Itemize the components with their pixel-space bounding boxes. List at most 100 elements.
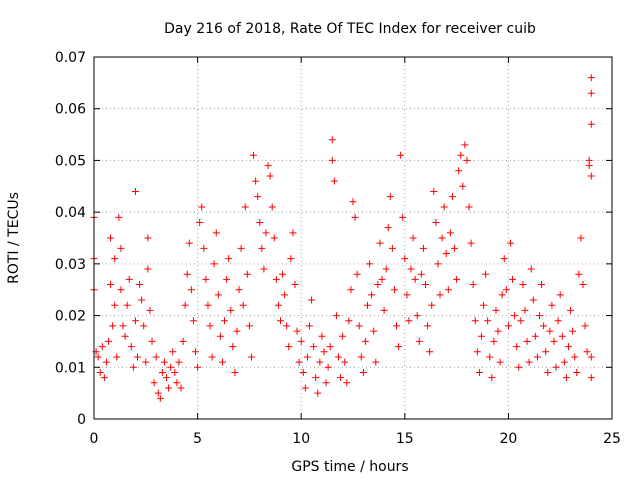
data-point (567, 306, 575, 314)
data-point (241, 203, 249, 211)
data-point (177, 384, 185, 392)
data-point (579, 281, 587, 289)
data-point (492, 306, 500, 314)
data-point (587, 374, 595, 382)
data-point (446, 229, 454, 237)
x-tick-label: 15 (396, 431, 414, 447)
data-point (245, 322, 253, 330)
data-point (451, 244, 459, 252)
data-point (525, 358, 533, 366)
data-point (444, 286, 452, 294)
data-point (361, 337, 369, 345)
data-point (531, 332, 539, 340)
data-point (558, 332, 566, 340)
data-point (374, 281, 382, 289)
data-point (320, 348, 328, 356)
x-tick-label: 20 (499, 431, 517, 447)
data-point (283, 322, 291, 330)
data-point (301, 384, 309, 392)
data-point (411, 275, 419, 283)
grid-lines (94, 57, 612, 419)
data-point (368, 291, 376, 299)
chart-title: Day 216 of 2018, Rate Of TEC Index for r… (164, 21, 536, 37)
data-point (577, 234, 585, 242)
data-point (504, 322, 512, 330)
y-tick-label: 0.02 (55, 309, 86, 325)
data-point (163, 374, 171, 382)
data-point (370, 327, 378, 335)
data-point (386, 193, 394, 201)
data-point (169, 348, 177, 356)
data-point (434, 260, 442, 268)
data-point (134, 353, 142, 361)
x-tick-label: 5 (193, 431, 202, 447)
data-point (173, 379, 181, 387)
data-point (192, 348, 200, 356)
data-point (235, 286, 243, 294)
data-point (548, 301, 556, 309)
data-point (229, 343, 237, 351)
data-point (96, 368, 104, 376)
y-tick-label: 0.07 (55, 50, 86, 66)
data-point (111, 301, 119, 309)
data-point (214, 291, 222, 299)
data-point (419, 244, 427, 252)
data-point (440, 203, 448, 211)
data-point (297, 337, 305, 345)
data-point (117, 286, 125, 294)
data-point (407, 265, 415, 273)
data-point (274, 301, 282, 309)
data-point (538, 281, 546, 289)
x-tick-label: 0 (90, 431, 99, 447)
data-point (457, 151, 465, 159)
data-point (254, 193, 262, 201)
data-point (523, 337, 531, 345)
data-point (341, 358, 349, 366)
data-point (448, 193, 456, 201)
data-point (345, 317, 353, 325)
data-point (562, 374, 570, 382)
data-point (573, 368, 581, 376)
data-point (376, 239, 384, 247)
data-point (509, 275, 517, 283)
data-point (285, 343, 293, 351)
data-point (125, 275, 133, 283)
data-point (477, 332, 485, 340)
data-point (316, 358, 324, 366)
data-point (225, 255, 233, 263)
data-point (187, 286, 195, 294)
data-point (330, 177, 338, 185)
data-point (384, 224, 392, 232)
data-point (393, 322, 401, 330)
data-point (463, 156, 471, 164)
data-point (264, 162, 272, 170)
data-point (115, 213, 123, 221)
data-point (405, 317, 413, 325)
data-point (111, 255, 119, 263)
data-point (546, 327, 554, 335)
data-point (131, 317, 139, 325)
data-point (409, 234, 417, 242)
data-point (417, 270, 425, 278)
data-point (181, 301, 189, 309)
data-point (581, 322, 589, 330)
data-points (90, 74, 595, 402)
data-point (455, 167, 463, 175)
data-point (270, 234, 278, 242)
data-point (498, 291, 506, 299)
data-point (179, 337, 187, 345)
data-point (482, 270, 490, 278)
data-point (221, 317, 229, 325)
data-point (318, 332, 326, 340)
data-point (268, 203, 276, 211)
data-point (148, 337, 156, 345)
data-point (256, 218, 264, 226)
data-point (415, 337, 423, 345)
data-point (587, 172, 595, 180)
data-point (291, 281, 299, 289)
data-point (500, 255, 508, 263)
data-point (231, 368, 239, 376)
data-point (540, 322, 548, 330)
data-point (442, 250, 450, 258)
data-point (303, 353, 311, 361)
